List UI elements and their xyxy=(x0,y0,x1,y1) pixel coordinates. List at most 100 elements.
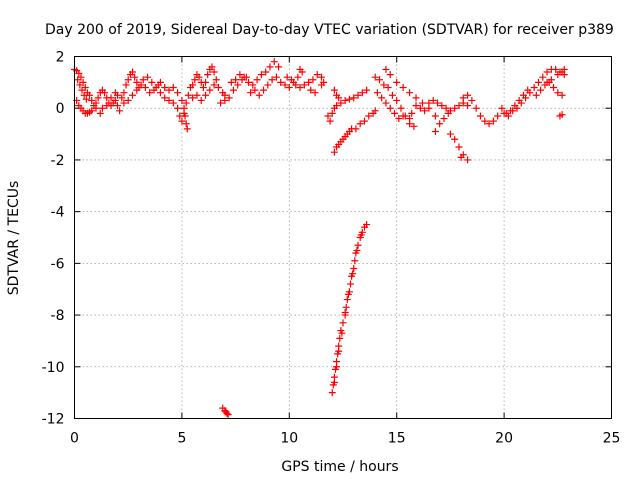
data-point xyxy=(264,81,272,89)
data-point xyxy=(74,76,82,84)
data-point xyxy=(494,112,502,120)
data-point xyxy=(341,96,349,104)
data-point xyxy=(178,96,186,104)
data-point xyxy=(275,63,283,71)
data-point xyxy=(560,65,568,73)
data-point xyxy=(141,84,149,92)
data-point xyxy=(410,122,418,130)
data-point xyxy=(354,91,362,99)
data-point xyxy=(438,102,446,110)
data-point xyxy=(558,111,566,119)
data-point xyxy=(558,91,566,99)
data-point xyxy=(354,241,362,249)
data-point xyxy=(451,135,459,143)
data-point xyxy=(268,76,276,84)
data-point xyxy=(333,363,341,371)
data-point xyxy=(320,78,328,86)
data-point xyxy=(455,102,463,110)
data-point xyxy=(352,125,360,133)
data-point xyxy=(344,290,352,298)
y-tick-label: -4 xyxy=(51,205,65,221)
data-point xyxy=(530,84,538,92)
data-point xyxy=(204,71,212,79)
data-point xyxy=(459,94,467,102)
data-point xyxy=(350,265,358,273)
data-point xyxy=(406,89,414,97)
data-point xyxy=(380,81,388,89)
data-point xyxy=(253,76,261,84)
data-point xyxy=(137,81,145,89)
data-point xyxy=(176,112,184,120)
data-point xyxy=(202,78,210,86)
data-point xyxy=(386,71,394,79)
data-point xyxy=(399,112,407,120)
data-point xyxy=(111,89,119,97)
data-point xyxy=(539,73,547,81)
data-point xyxy=(350,94,358,102)
data-point xyxy=(351,257,359,265)
x-tick-label: 10 xyxy=(280,431,298,447)
data-point xyxy=(357,231,365,239)
data-point xyxy=(485,120,493,128)
data-point xyxy=(378,94,386,102)
data-point xyxy=(133,86,141,94)
data-point xyxy=(455,143,463,151)
chart-title: Day 200 of 2019, Sidereal Day-to-day VTE… xyxy=(45,22,614,38)
data-point xyxy=(183,125,191,133)
data-point xyxy=(500,109,508,117)
data-point xyxy=(365,112,373,120)
data-point xyxy=(305,78,313,86)
data-point xyxy=(382,99,390,107)
data-point xyxy=(363,86,371,94)
data-point xyxy=(116,107,124,115)
data-point xyxy=(76,81,84,89)
data-point xyxy=(244,78,252,86)
x-tick-label: 5 xyxy=(177,431,186,447)
data-point xyxy=(412,94,420,102)
data-point xyxy=(180,109,188,117)
data-point xyxy=(212,76,220,84)
data-point xyxy=(457,153,465,161)
data-point xyxy=(472,104,480,112)
data-point xyxy=(333,102,341,110)
data-point xyxy=(80,91,88,99)
data-point xyxy=(214,84,222,92)
data-point xyxy=(534,78,542,86)
data-point xyxy=(262,68,270,76)
data-point xyxy=(345,95,353,103)
data-point xyxy=(82,95,90,103)
data-point xyxy=(156,89,164,97)
data-point xyxy=(257,71,265,79)
data-point xyxy=(324,112,332,120)
data-point xyxy=(133,78,141,86)
data-point xyxy=(270,58,278,66)
data-point xyxy=(418,99,426,107)
data-point xyxy=(356,120,364,128)
data-point xyxy=(341,308,349,316)
data-point xyxy=(436,120,444,128)
data-point xyxy=(287,76,295,84)
data-point xyxy=(131,73,139,81)
data-point xyxy=(464,102,472,110)
data-point xyxy=(92,99,100,107)
data-point xyxy=(128,91,136,99)
data-point xyxy=(335,347,343,355)
data-point xyxy=(543,68,551,76)
data-point xyxy=(174,104,182,112)
data-point xyxy=(537,86,545,94)
data-point xyxy=(294,73,302,81)
data-point xyxy=(526,89,534,97)
data-point xyxy=(330,378,338,386)
data-point xyxy=(408,109,416,117)
data-point xyxy=(152,84,160,92)
data-point xyxy=(509,107,517,115)
data-point xyxy=(122,81,130,89)
data-point xyxy=(547,76,555,84)
x-axis-label: GPS time / hours xyxy=(281,459,398,475)
data-point xyxy=(139,76,147,84)
data-point xyxy=(532,91,540,99)
grid xyxy=(74,56,612,419)
data-point xyxy=(406,115,414,123)
y-tick-label: -12 xyxy=(42,412,65,428)
data-point xyxy=(208,63,216,71)
